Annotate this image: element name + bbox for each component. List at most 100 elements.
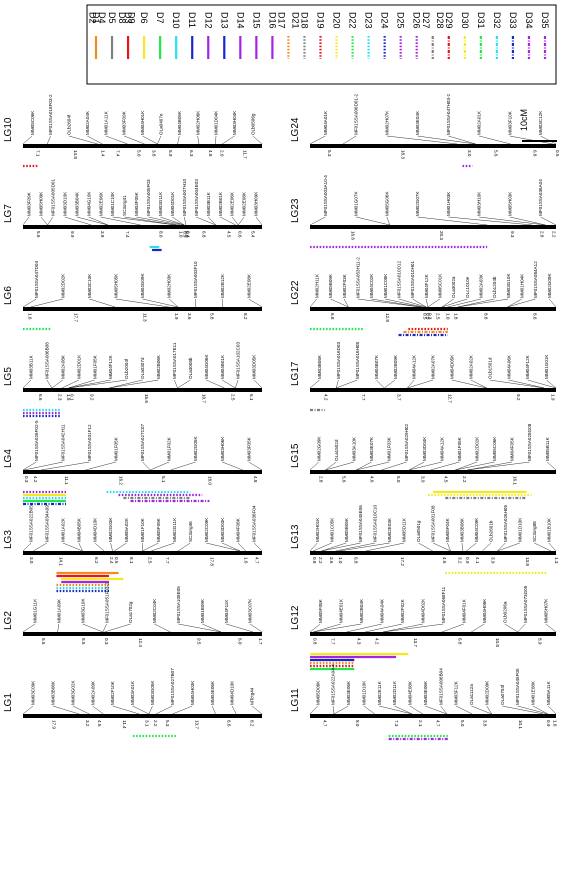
linkage-group-lg5: LG5 MM03B11K MF01SSA006B08 MM02A08K MM02D01K… [3, 342, 263, 418]
marker-connector [168, 298, 179, 308]
marker-connector [549, 298, 557, 308]
marker-connector [532, 705, 548, 715]
marker-connector [471, 623, 485, 633]
marker-connector [321, 542, 361, 552]
marker-label: MM02D02K [60, 273, 65, 298]
marker-connector [197, 135, 200, 145]
interval-distance: 7.7 [361, 394, 366, 401]
marker-connector [394, 705, 413, 715]
marker-connector [22, 298, 37, 308]
marker-label: MM02G07K [415, 191, 420, 216]
marker-connector [457, 298, 495, 308]
marker-connector [455, 705, 473, 715]
marker-label: OLb2601b [488, 520, 493, 542]
marker-label: OLa0704f [500, 684, 505, 705]
legend-label-d5: D5 [107, 12, 117, 24]
interval-distance: 10.8 [495, 638, 500, 647]
marker-label: MM02C04K [152, 598, 157, 623]
marker-label: MM02H01K [315, 517, 320, 542]
legend-label-d30: D30 [460, 12, 470, 29]
marker-connector [461, 542, 464, 552]
marker-label: OLb0206a [502, 601, 507, 623]
marker-label: MM01F05K [92, 354, 97, 379]
marker-connector [412, 298, 427, 308]
interval-distance: 1.9 [174, 313, 179, 320]
marker-label: MM05D11K [402, 517, 407, 542]
legend-label-d6: D6 [139, 12, 149, 24]
marker-connector [235, 379, 239, 389]
marker-connector [371, 298, 421, 308]
interval-distance: 6.8 [330, 313, 335, 320]
marker-connector [62, 542, 83, 552]
marker-connector [33, 542, 48, 552]
marker-connector [51, 379, 63, 389]
marker-label: MM05C06K [30, 110, 35, 135]
marker-connector [427, 298, 440, 308]
marker-connector [172, 705, 193, 715]
marker-connector [252, 135, 263, 145]
marker-label: SC3org88 [532, 521, 537, 542]
marker-label: MM03F12K [454, 680, 459, 705]
interval-distance: 6.5 [41, 638, 46, 645]
marker-connector [68, 135, 98, 145]
interval-distance: 8.0 [355, 720, 360, 727]
marker-label: MM01F03K [387, 436, 392, 461]
marker-label: MM04A12K [412, 354, 417, 379]
linkage-group-lg11: LG11 MM05D06K MF01SSA022A04-4 MM03E06K MM01D… [290, 664, 558, 741]
marker-connector [386, 135, 457, 145]
marker-connector [178, 623, 222, 633]
interval-distance: 0.9 [183, 231, 188, 238]
legend-label-d21: D21 [290, 12, 300, 29]
linkage-group-title: LG3 [3, 530, 14, 549]
marker-connector [22, 135, 33, 145]
interval-distance: 7.4 [116, 150, 121, 157]
linkage-group-lg4: LG4 MF01SSA026F02-5 MF01SSA042H11 MF01SSA03… [3, 420, 263, 506]
interval-distance: 2.8 [539, 231, 544, 238]
marker-connector [154, 623, 171, 633]
marker-connector [383, 623, 423, 633]
linkage-group-title: LG10 [3, 117, 14, 142]
marker-label: OLb1501d [487, 357, 492, 379]
interval-distance: 2.5 [147, 557, 152, 564]
marker-connector [94, 542, 105, 552]
marker-connector [124, 135, 145, 145]
marker-label: MM04B05K [76, 517, 81, 542]
interval-distance: 6.3 [189, 150, 194, 157]
interval-distance: 20.3 [439, 231, 444, 240]
marker-connector [184, 216, 187, 226]
marker-connector [222, 461, 243, 471]
linkage-group-lg15: LG15 MM02G09K OLa1502d MM03A10K MM03E07K MM01… [290, 423, 557, 500]
marker-label: MM05H03K [507, 191, 512, 216]
marker-label: MM01G01K [544, 354, 549, 379]
legend-label-d8: D8 [117, 12, 127, 24]
marker-connector [253, 379, 263, 389]
marker-connector [85, 461, 116, 471]
marker-connector [517, 705, 548, 715]
marker-connector [172, 216, 185, 226]
marker-connector [177, 135, 180, 145]
marker-connector [385, 298, 424, 308]
marker-label: MM02D01K [76, 354, 81, 379]
linkage-group-title: LG13 [290, 524, 301, 549]
marker-label: MM03D10K [62, 191, 67, 216]
marker-label: MM05B11K [545, 436, 550, 461]
interval-distance: 6.8 [201, 231, 206, 238]
marker-label: MM04F12K [108, 354, 113, 379]
marker-connector [398, 298, 427, 308]
marker-connector [509, 135, 553, 145]
marker-label: MF01SSA053H11-2 [355, 257, 360, 298]
marker-label: MM02D11K [392, 680, 397, 705]
marker-connector [57, 623, 60, 633]
marker-label: MF01SSA038F04 [252, 505, 257, 542]
linkage-group-title: LG12 [290, 605, 301, 630]
interval-distance: 0.8 [312, 557, 317, 564]
interval-distance: 1.7 [258, 638, 263, 645]
interval-distance: 16.2 [118, 476, 123, 485]
linkage-group-title: LG15 [290, 443, 301, 468]
marker-connector [148, 705, 153, 715]
marker-label: MF01SSA006B04 [438, 668, 443, 705]
marker-connector [253, 542, 263, 552]
interval-distance: 4.6 [369, 476, 374, 483]
interval-distance: 18.3 [401, 150, 406, 159]
marker-connector [540, 135, 557, 145]
